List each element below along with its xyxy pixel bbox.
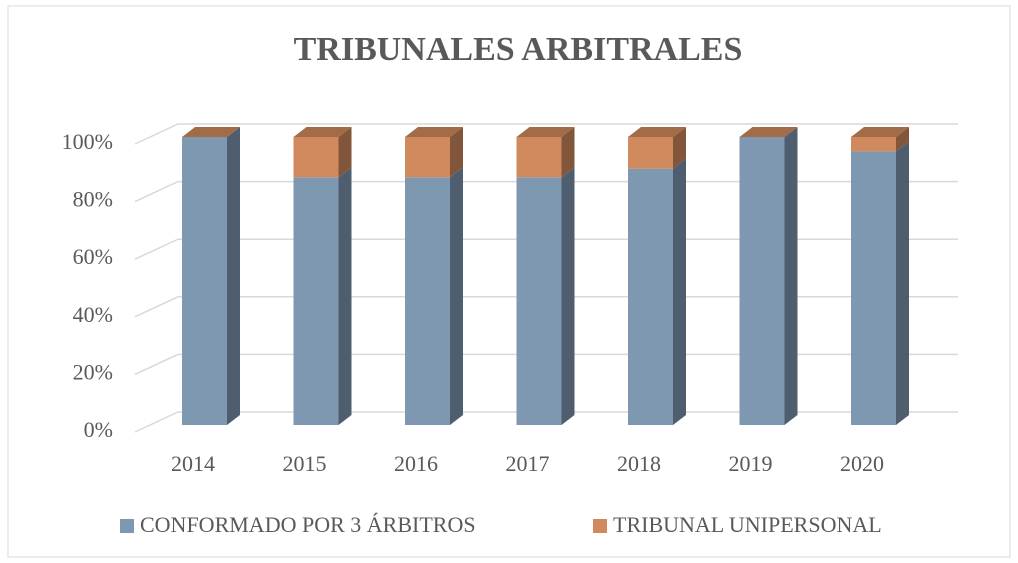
bar-segment bbox=[182, 137, 227, 425]
bar-top bbox=[405, 127, 463, 137]
bar-side bbox=[227, 127, 240, 425]
x-tick-label: 2016 bbox=[394, 451, 438, 476]
bar-side bbox=[338, 167, 352, 425]
bar-segment bbox=[628, 168, 673, 425]
bar-side bbox=[784, 127, 798, 425]
bar-top bbox=[182, 127, 240, 137]
bar-side bbox=[338, 127, 352, 178]
grid-line bbox=[134, 180, 958, 203]
chart-border bbox=[7, 5, 1011, 558]
bar-segment bbox=[851, 137, 896, 152]
legend-label: TRIBUNAL UNIPERSONAL bbox=[613, 512, 882, 537]
bar-top bbox=[628, 127, 686, 137]
legend-swatch bbox=[120, 519, 134, 533]
y-tick-label: 40% bbox=[73, 302, 113, 327]
grid-line bbox=[134, 296, 958, 318]
x-tick-label: 2017 bbox=[506, 451, 550, 476]
y-tick-label: 100% bbox=[62, 129, 113, 154]
bar-side bbox=[450, 127, 463, 178]
legend-label: CONFORMADO POR 3 ÁRBITROS bbox=[140, 512, 476, 537]
bar-segment bbox=[405, 137, 450, 178]
y-tick-label: 80% bbox=[73, 187, 113, 212]
bar-segment bbox=[516, 177, 562, 425]
bar-segment bbox=[293, 177, 339, 425]
bar-segment bbox=[628, 137, 673, 169]
bar-top bbox=[516, 127, 575, 137]
bar-side bbox=[896, 141, 909, 425]
bar-side bbox=[896, 127, 909, 152]
bar-top bbox=[851, 127, 909, 137]
bar-side bbox=[561, 127, 575, 178]
bar-side bbox=[673, 158, 686, 425]
grid-line bbox=[134, 411, 958, 433]
bar-segment bbox=[405, 177, 450, 425]
bar-segment bbox=[739, 137, 785, 425]
x-tick-label: 2019 bbox=[729, 451, 773, 476]
x-tick-label: 2015 bbox=[283, 451, 327, 476]
bar-top bbox=[739, 127, 798, 137]
bar-side bbox=[450, 167, 463, 425]
y-tick-label: 20% bbox=[73, 359, 113, 384]
grid-line bbox=[134, 238, 958, 260]
bar-segment bbox=[851, 151, 896, 425]
y-tick-label: 60% bbox=[73, 244, 113, 269]
x-tick-label: 2018 bbox=[617, 451, 661, 476]
grid-line bbox=[134, 123, 958, 145]
grid-line bbox=[134, 353, 958, 376]
chart-title: TRIBUNALES ARBITRALES bbox=[294, 31, 743, 68]
bar-segment bbox=[293, 137, 339, 178]
bar-segment bbox=[516, 137, 562, 178]
legend-swatch bbox=[593, 519, 607, 533]
bar-side bbox=[561, 167, 575, 425]
x-tick-label: 2014 bbox=[171, 451, 215, 476]
y-tick-label: 0% bbox=[84, 417, 113, 442]
bar-top bbox=[293, 127, 352, 137]
bar-side bbox=[673, 127, 686, 169]
x-tick-label: 2020 bbox=[840, 451, 884, 476]
